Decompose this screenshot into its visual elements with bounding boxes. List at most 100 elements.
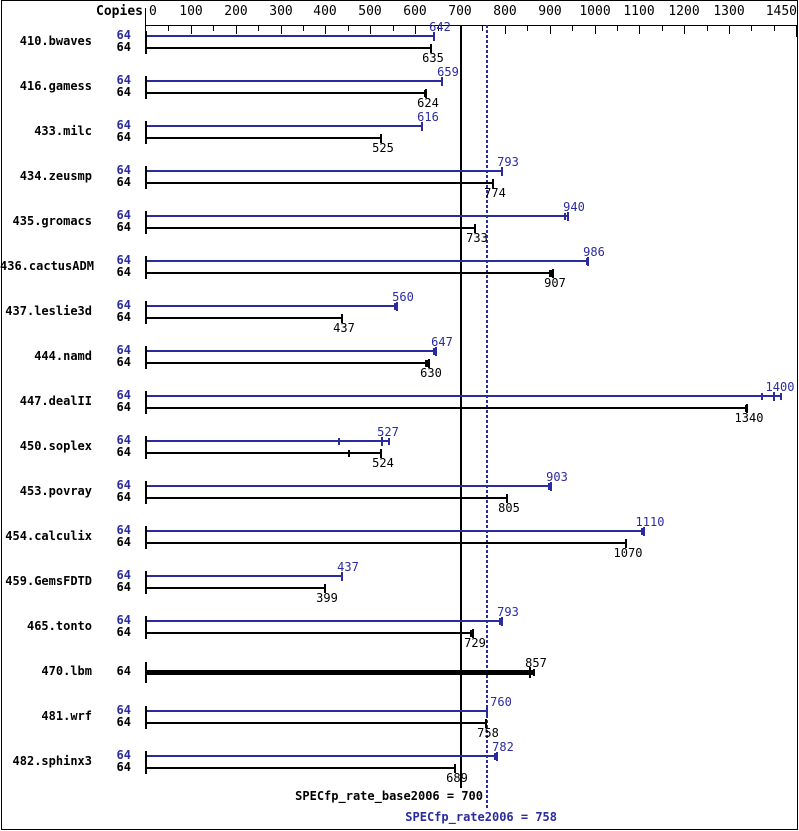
x-axis-minor-tick <box>617 26 618 31</box>
peak-bar-endcap <box>441 77 443 86</box>
peak-bar-endcap <box>486 707 488 716</box>
base-bar <box>147 137 381 139</box>
base-bar-endcap <box>430 44 432 53</box>
base-value-label: 635 <box>422 51 444 65</box>
x-axis-label: 400 <box>313 4 337 19</box>
base-value-label: 1070 <box>613 546 643 560</box>
base-run-mark <box>427 360 429 367</box>
peak-bar-endcap <box>587 257 589 266</box>
base-bar <box>147 632 473 634</box>
peak-run-mark <box>564 213 566 220</box>
peak-value-label: 642 <box>429 20 451 34</box>
base-bar-endcap <box>492 179 494 188</box>
peak-value-label: 940 <box>563 200 585 214</box>
base-copies-label: 64 <box>116 400 131 414</box>
peak-run-mark <box>586 258 588 265</box>
base-bar <box>147 92 426 94</box>
peak-copies-label: 64 <box>116 298 131 312</box>
peak-bar <box>147 530 644 532</box>
x-axis-label: 300 <box>269 4 293 19</box>
base-bar <box>147 722 486 724</box>
x-axis-label: 800 <box>493 4 517 19</box>
x-axis-minor-tick <box>662 26 663 31</box>
base-value-label: 524 <box>372 456 394 470</box>
base-bar <box>147 317 342 319</box>
base-copies-label: 64 <box>116 625 131 639</box>
peak-run-mark <box>548 483 550 490</box>
group-axis-segment <box>145 31 147 54</box>
peak-copies-label: 64 <box>116 523 131 537</box>
peak-bar <box>147 755 497 757</box>
base-bar-endcap <box>454 764 456 773</box>
peak-value-label: 903 <box>546 470 568 484</box>
base-value-label: 399 <box>316 591 338 605</box>
base-run-mark <box>549 270 551 277</box>
base-copies-label: 64 <box>116 760 131 774</box>
peak-value-label: 659 <box>437 65 459 79</box>
benchmark-label: 436.cactusADM <box>0 259 94 273</box>
peak-run-mark <box>338 438 340 445</box>
peak-value-label: 782 <box>492 740 514 754</box>
peak-bar-endcap <box>773 392 775 401</box>
x-axis-major-tick <box>595 26 596 34</box>
base-copies-label: 64 <box>116 265 131 279</box>
x-axis-label: 500 <box>358 4 382 19</box>
x-axis-label: 200 <box>224 4 248 19</box>
peak-copies-label: 64 <box>116 568 131 582</box>
benchmark-label: 482.sphinx3 <box>12 754 92 768</box>
base-bar-endcap <box>380 449 382 458</box>
peak-value-label: 437 <box>337 560 359 574</box>
base-copies-label: 64 <box>116 715 131 729</box>
base-bar-endcap <box>428 359 430 368</box>
x-axis-origin-tick <box>145 8 146 33</box>
benchmark-label: 454.calculix <box>5 529 92 543</box>
group-axis-segment <box>145 76 147 99</box>
x-axis-major-tick <box>325 26 326 34</box>
base-value-label: 774 <box>484 186 506 200</box>
base-run-mark <box>425 360 427 367</box>
x-axis-minor-tick <box>168 26 169 31</box>
peak-run-mark <box>388 438 390 445</box>
base-bar-endcap <box>341 314 343 323</box>
x-axis-major-tick <box>684 26 685 34</box>
x-axis-major-tick <box>191 26 192 34</box>
group-axis-segment <box>145 616 147 639</box>
peak-copies-label: 64 <box>116 703 131 717</box>
peak-bar <box>147 575 342 577</box>
base-bar-endcap <box>425 89 427 98</box>
peak-copies-label: 64 <box>116 478 131 492</box>
peak-bar <box>147 395 780 397</box>
benchmark-label: 450.soplex <box>19 439 92 453</box>
base-value-label: 630 <box>420 366 442 380</box>
peak-bar <box>147 440 388 442</box>
peak-value-label: 616 <box>417 110 439 124</box>
peak-bar <box>147 485 551 487</box>
base-run-mark <box>551 270 553 277</box>
group-axis-segment <box>145 166 147 189</box>
peak-copies-label: 64 <box>116 748 131 762</box>
peak-bar-endcap <box>501 617 503 626</box>
peak-copies-label: 64 <box>116 28 131 42</box>
peak-copies-label: 64 <box>116 73 131 87</box>
peak-run-mark <box>761 393 763 400</box>
x-axis-label: 1200 <box>668 4 700 19</box>
peak-copies-label: 64 <box>116 613 131 627</box>
peak-bar-endcap <box>433 32 435 41</box>
peak-copies-label: 64 <box>116 253 131 267</box>
group-axis-segment <box>145 121 147 144</box>
peak-bar-endcap <box>496 752 498 761</box>
x-axis-minor-tick <box>751 26 752 31</box>
x-axis-major-tick <box>281 26 282 34</box>
benchmark-label: 433.milc <box>34 124 92 138</box>
group-axis-segment <box>145 751 147 774</box>
base-bar <box>147 452 381 454</box>
benchmark-label: 459.GemsFDTD <box>5 574 92 588</box>
benchmark-label: 437.leslie3d <box>5 304 92 318</box>
base-copies-label: 64 <box>116 355 131 369</box>
x-axis-line <box>146 25 797 26</box>
base-bar-endcap <box>746 404 748 413</box>
base-value-label: 525 <box>372 141 394 155</box>
base-bar-endcap <box>506 494 508 503</box>
peak-run-mark <box>394 303 396 310</box>
